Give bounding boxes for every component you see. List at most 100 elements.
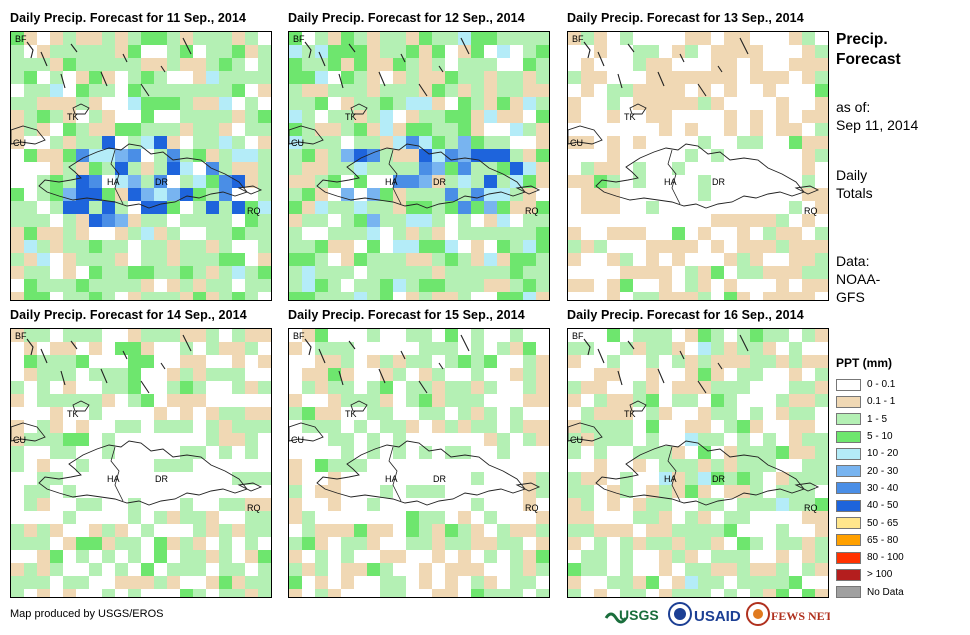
precip-cell — [219, 446, 232, 459]
precip-cell — [568, 498, 581, 511]
precip-cell — [76, 175, 89, 188]
precip-cell — [24, 45, 37, 58]
precip-cell — [302, 136, 315, 149]
precip-cell — [607, 188, 620, 201]
precip-cell — [685, 550, 698, 563]
precip-cell — [302, 71, 315, 84]
precip-cell — [11, 589, 24, 597]
precip-cell — [24, 368, 37, 381]
precip-cell — [750, 329, 763, 342]
precip-cell — [672, 537, 685, 550]
precip-cell — [302, 563, 315, 576]
precip-cell — [341, 368, 354, 381]
precip-cell — [341, 292, 354, 300]
precip-cell — [646, 524, 659, 537]
precip-cell — [711, 368, 724, 381]
precip-cell — [289, 71, 302, 84]
precip-cell — [568, 420, 581, 433]
precip-cell — [180, 368, 193, 381]
precip-cell — [419, 123, 432, 136]
precip-cell — [802, 407, 815, 420]
precip-cell — [154, 498, 167, 511]
precip-cell — [406, 97, 419, 110]
precip-cell — [76, 420, 89, 433]
precip-cell — [620, 110, 633, 123]
precip-cell — [154, 227, 167, 240]
precip-cell — [50, 266, 63, 279]
precip-cell — [737, 201, 750, 214]
precip-cell — [367, 459, 380, 472]
precip-cell — [367, 511, 380, 524]
precip-cell — [484, 58, 497, 71]
precip-cell — [289, 381, 302, 394]
precip-cell — [380, 84, 393, 97]
precip-cell — [471, 123, 484, 136]
precip-cell — [63, 420, 76, 433]
precip-cell — [620, 279, 633, 292]
precip-cell — [154, 394, 167, 407]
precip-cell — [115, 446, 128, 459]
precip-cell — [102, 472, 115, 485]
precip-cell — [763, 45, 776, 58]
precip-cell — [471, 355, 484, 368]
precip-cell — [568, 123, 581, 136]
precip-cell — [659, 84, 672, 97]
precip-cell — [536, 188, 549, 201]
precip-cell — [193, 329, 206, 342]
precip-cell — [432, 459, 445, 472]
precip-cell — [750, 97, 763, 110]
precip-cell — [128, 123, 141, 136]
precip-cell — [154, 368, 167, 381]
precip-cell — [458, 292, 471, 300]
precip-cell — [63, 58, 76, 71]
precip-cell — [367, 162, 380, 175]
precip-cell — [698, 381, 711, 394]
precip-cell — [102, 511, 115, 524]
precip-cell — [154, 149, 167, 162]
precip-cell — [789, 214, 802, 227]
precip-cell — [581, 342, 594, 355]
precip-cell — [367, 355, 380, 368]
precip-cell — [89, 71, 102, 84]
precip-cell — [193, 420, 206, 433]
precip-cell — [497, 240, 510, 253]
precip-cell — [685, 201, 698, 214]
precip-cell — [89, 589, 102, 597]
precip-cell — [497, 355, 510, 368]
precip-cell — [37, 329, 50, 342]
legend-swatch — [836, 534, 861, 547]
precip-cell — [510, 266, 523, 279]
precip-cell — [258, 433, 271, 446]
precip-cell — [406, 446, 419, 459]
precip-cell — [63, 136, 76, 149]
precip-cell — [594, 110, 607, 123]
precip-cell — [193, 149, 206, 162]
precip-cell — [393, 472, 406, 485]
legend-swatch — [836, 499, 861, 512]
precip-cell — [445, 240, 458, 253]
legend-label: No Data — [867, 586, 904, 598]
precip-cell — [302, 472, 315, 485]
precip-cell — [76, 459, 89, 472]
precip-cell — [76, 84, 89, 97]
precip-cell — [393, 511, 406, 524]
precip-cell — [607, 498, 620, 511]
precip-cell — [594, 381, 607, 394]
precip-cell — [219, 175, 232, 188]
precip-cell — [737, 459, 750, 472]
precip-cell — [76, 472, 89, 485]
precip-cell — [484, 511, 497, 524]
precip-cell — [458, 58, 471, 71]
precip-map: BF TK CU HA DR RQ — [567, 328, 829, 598]
precip-cell — [497, 84, 510, 97]
precip-cell — [815, 123, 828, 136]
precip-cell — [167, 227, 180, 240]
precip-cell — [659, 201, 672, 214]
precip-cell — [232, 240, 245, 253]
precip-cell — [581, 136, 594, 149]
precip-cell — [458, 240, 471, 253]
precip-cell — [37, 266, 50, 279]
precip-cell — [63, 292, 76, 300]
precip-cell — [763, 524, 776, 537]
